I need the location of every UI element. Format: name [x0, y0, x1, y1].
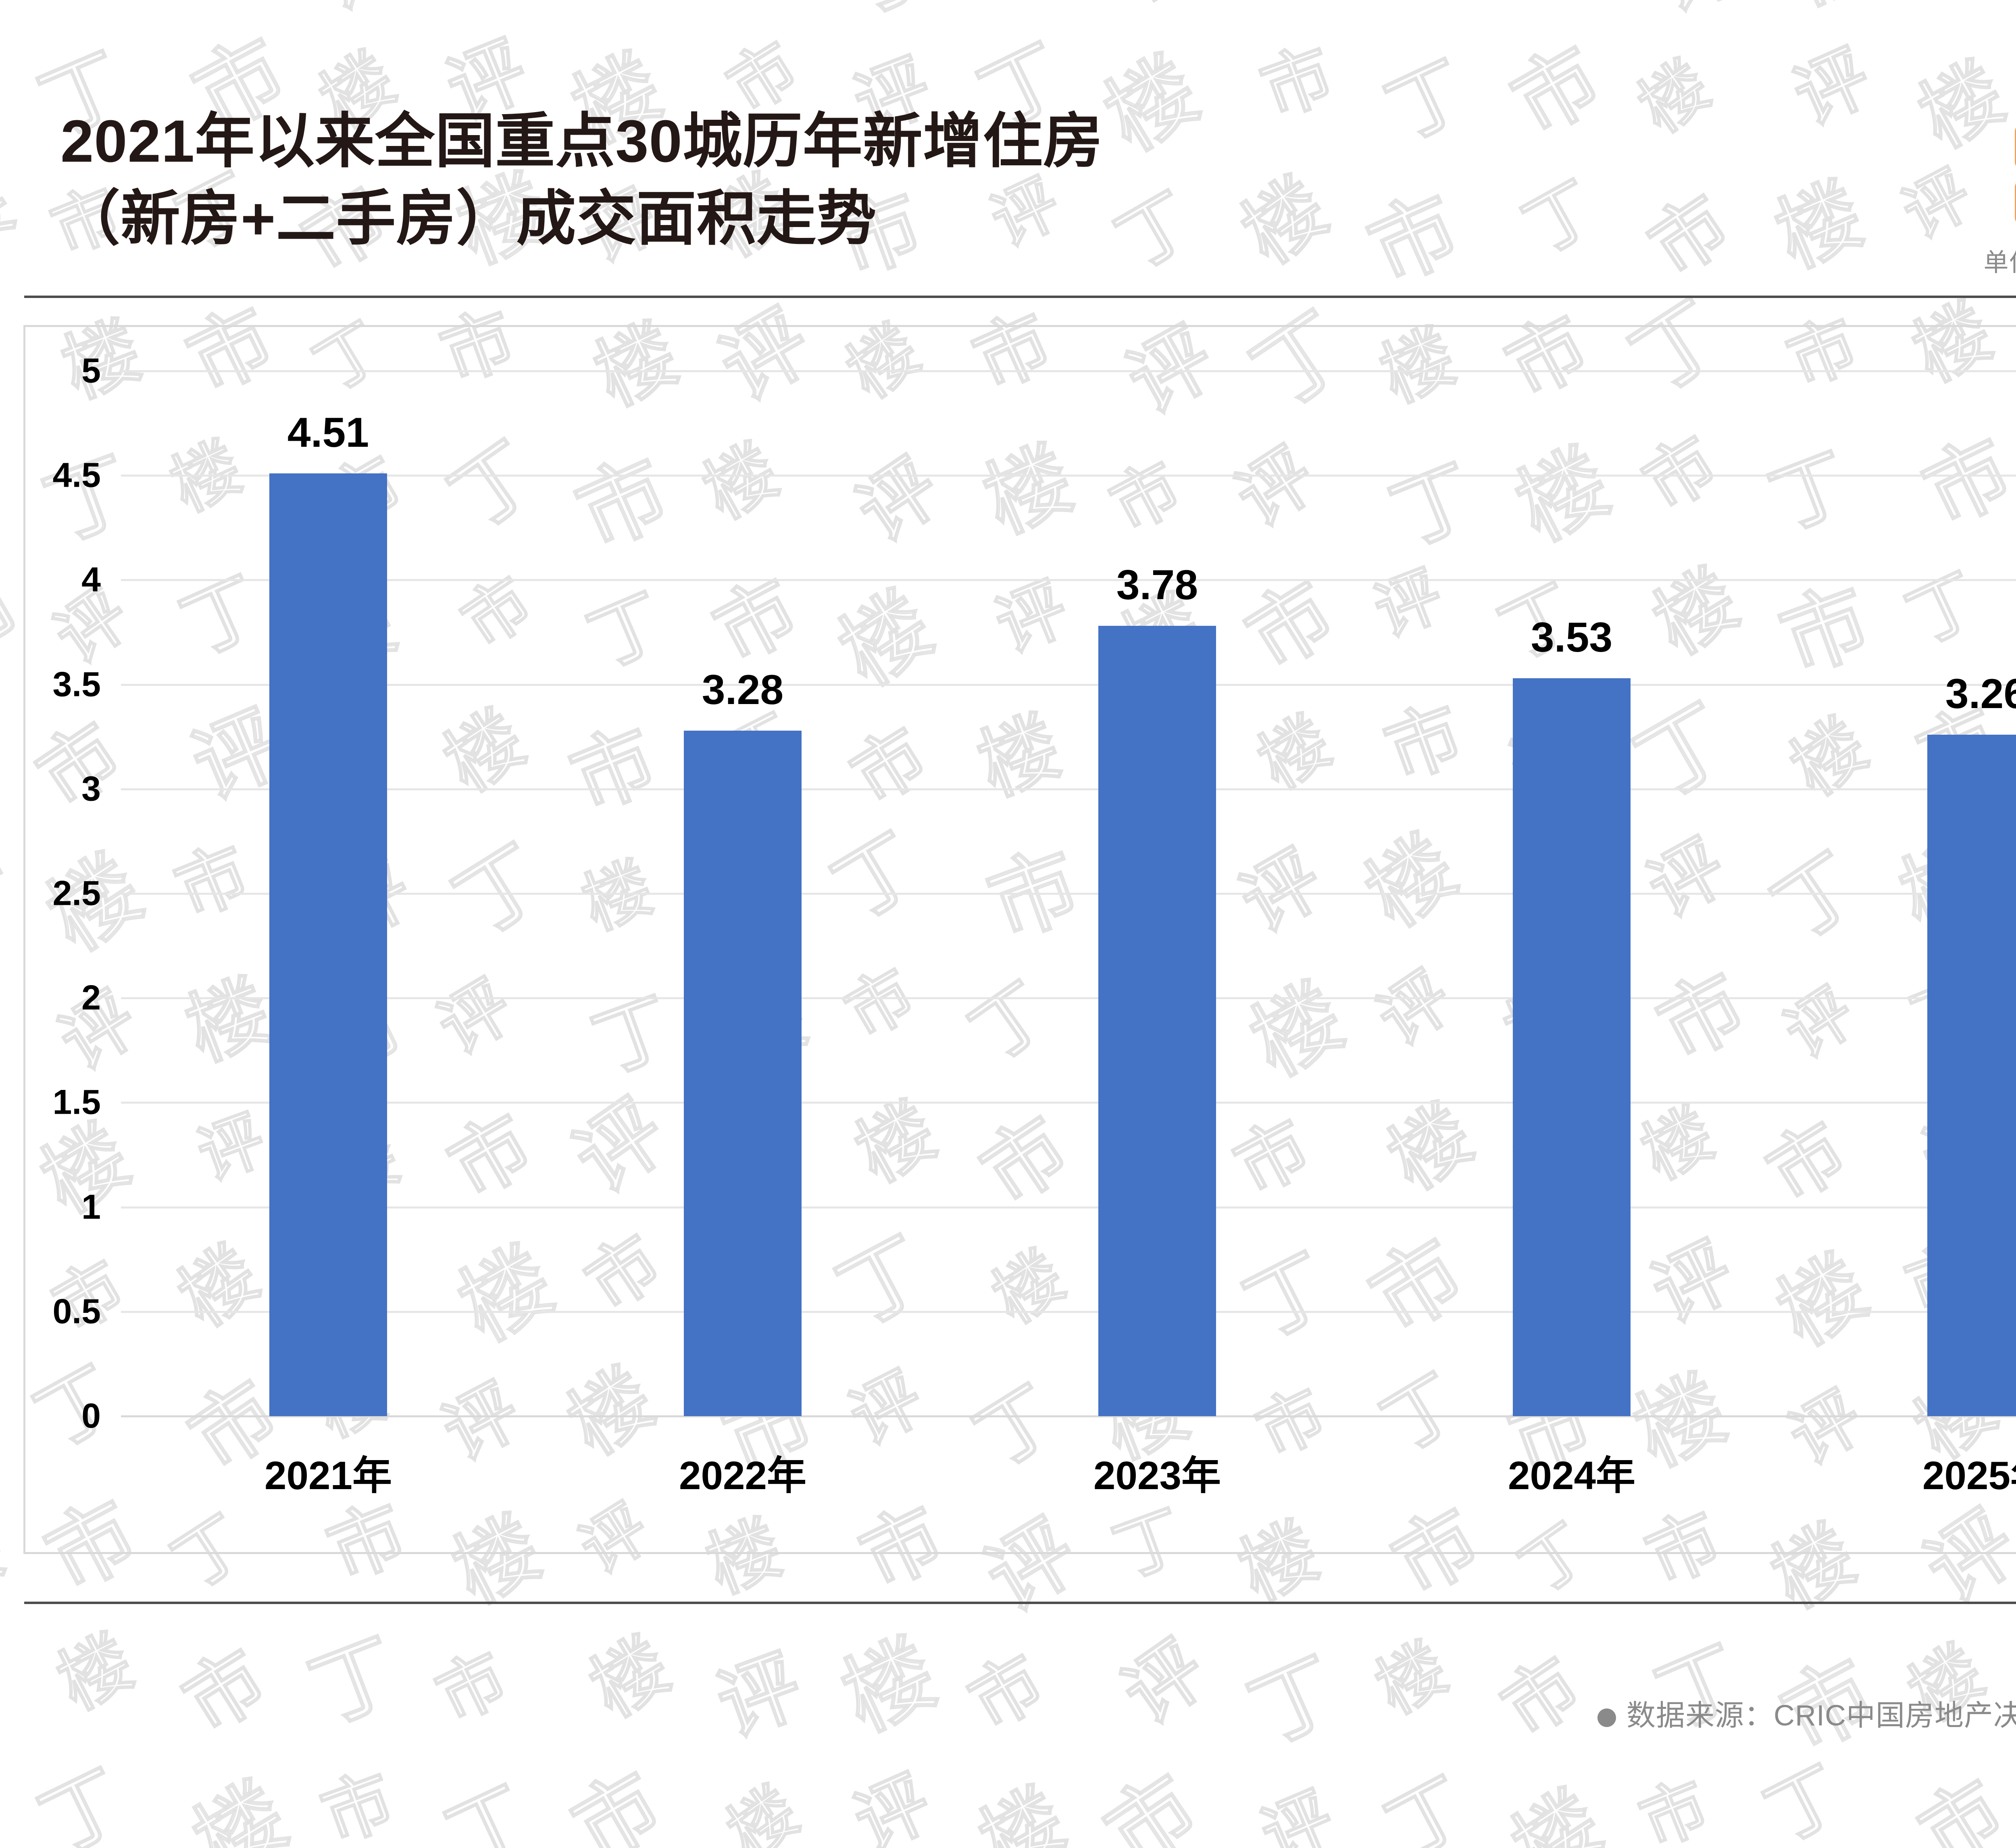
gridline	[121, 579, 2016, 581]
watermark-glyph: 楼	[0, 1498, 17, 1614]
bar-value-label: 3.78	[1116, 562, 1198, 609]
watermark-glyph: 市	[424, 1637, 520, 1738]
x-axis-tick-label: 2023年	[1093, 1453, 1221, 1498]
y-axis-tick-label: 2	[81, 978, 101, 1017]
watermark-glyph: 市	[311, 1757, 406, 1848]
watermark-glyph: 丁	[297, 1619, 412, 1743]
watermark-glyph: 市	[1487, 1641, 1597, 1754]
y-axis-tick-label: 3	[81, 769, 101, 808]
gridline	[121, 475, 2016, 477]
bar[interactable]	[269, 473, 387, 1416]
watermark-glyph: 丁	[1752, 1750, 1856, 1848]
bar-value-label: 3.53	[1531, 614, 1613, 661]
bar-value-label: 3.28	[702, 666, 784, 713]
footer-divider	[24, 1602, 2016, 1604]
watermark-glyph: 市	[1904, 1762, 2016, 1848]
bar-value-label: 3.26	[1945, 671, 2016, 718]
header: 2021年以来全国重点30城历年新增住房 （新房+二手房）成交面积走势 单位：亿…	[0, 0, 2016, 296]
watermark-glyph: 楼	[964, 1771, 1081, 1848]
watermark-glyph: 市	[1087, 1755, 1217, 1848]
watermark-glyph: 市	[955, 1639, 1058, 1746]
bar-value-label: 4.51	[287, 409, 369, 456]
watermark-glyph: 丁	[1235, 1638, 1354, 1763]
data-source-note: 数据来源：CRIC中国房地产决策咨询系统	[1597, 1692, 2016, 1734]
watermark-glyph: 楼	[1363, 1628, 1461, 1729]
gridline	[121, 1206, 2016, 1208]
page-title-line-1: 2021年以来全国重点30城历年新增住房	[60, 108, 1103, 175]
watermark-glyph: 楼	[44, 1619, 146, 1727]
unit-label: 单位：亿平方米	[1983, 249, 2016, 277]
watermark-glyph: 评	[841, 1759, 944, 1848]
watermark-glyph: 市	[556, 1753, 679, 1848]
bar[interactable]	[684, 730, 802, 1416]
watermark-glyph: 评	[0, 1768, 3, 1848]
gridline	[121, 1310, 2016, 1313]
gridline	[121, 1415, 2016, 1417]
watermark-glyph: 评	[705, 1637, 814, 1755]
chart-frame	[23, 325, 2016, 1554]
brand-logo-icon	[1998, 113, 2016, 246]
logo-square-bottom-left	[2015, 181, 2016, 224]
x-axis-tick-label: 2025年	[1922, 1453, 2016, 1498]
watermark-glyph: 楼	[177, 1764, 304, 1848]
watermark-glyph: 丁	[25, 1752, 140, 1848]
page-title: 2021年以来全国重点30城历年新增住房 （新房+二手房）成交面积走势	[60, 103, 1633, 258]
watermark-glyph: 楼	[576, 1621, 685, 1734]
y-axis-tick-label: 3.5	[52, 665, 101, 704]
header-divider	[24, 296, 2016, 298]
watermark-glyph: 楼	[713, 1772, 813, 1848]
watermark-glyph: 市	[1629, 1766, 1720, 1848]
watermark-glyph: 评	[1107, 1623, 1223, 1742]
bar[interactable]	[1098, 626, 1216, 1416]
bullet-icon	[1597, 1708, 1616, 1727]
gridline	[121, 893, 2016, 895]
y-axis-tick-label: 5	[81, 351, 101, 390]
gridline	[121, 370, 2016, 372]
data-source-text: 数据来源：CRIC中国房地产决策咨询系统	[1627, 1700, 2016, 1732]
y-axis-tick-label: 4.5	[52, 456, 101, 495]
gridline	[121, 997, 2016, 1000]
y-axis-tick-label: 1	[81, 1188, 101, 1227]
gridline	[121, 788, 2016, 790]
y-axis-tick-label: 4	[81, 560, 101, 599]
y-axis-tick-label: 0	[81, 1396, 101, 1435]
gridline	[121, 1102, 2016, 1104]
y-axis-tick-label: 1.5	[52, 1083, 101, 1122]
x-axis-tick-label: 2021年	[264, 1453, 392, 1498]
watermark-glyph: 丁	[1372, 1760, 1483, 1848]
bar[interactable]	[1513, 678, 1631, 1416]
logo-square-top-left	[2015, 125, 2016, 169]
page-title-line-2: （新房+二手房）成交面积走势	[60, 185, 877, 252]
x-axis-tick-label: 2024年	[1508, 1453, 1635, 1498]
watermark-glyph: 市	[168, 1631, 283, 1751]
y-axis-tick-label: 2.5	[52, 874, 101, 913]
gridline	[121, 683, 2016, 686]
watermark-glyph: 楼	[1495, 1773, 1619, 1848]
x-axis-tick-label: 2022年	[679, 1453, 806, 1498]
watermark-glyph: 丁	[433, 1769, 542, 1848]
chart-plot-area: 5 4.5 4 3.5 3 2.5 2 1.5 1 0.5 0 4.51 2021年 3.28 2022年 3…	[52, 352, 2016, 1498]
watermark-glyph: 楼	[827, 1621, 951, 1751]
y-axis-tick-label: 0.5	[52, 1292, 101, 1331]
watermark-glyph: 丁	[0, 1630, 10, 1760]
bar[interactable]	[1927, 735, 2016, 1416]
watermark-glyph: 评	[1250, 1776, 1346, 1848]
